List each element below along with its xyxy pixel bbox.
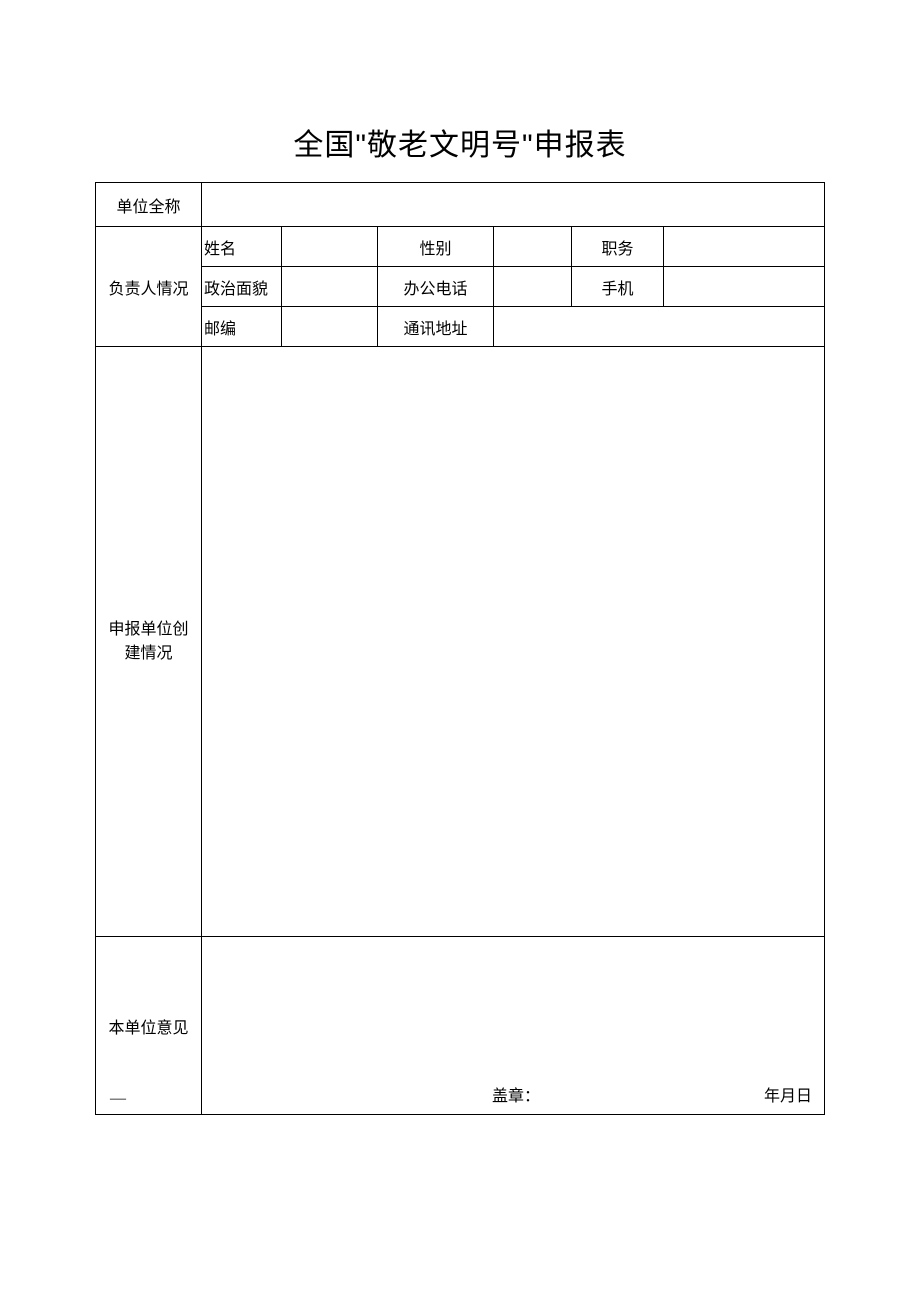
value-office-phone [494,267,572,307]
label-mobile: 手机 [572,267,664,307]
label-person-in-charge: 负责人情况 [96,227,202,347]
label-postcode: 邮编 [202,307,282,347]
value-position [664,227,825,267]
value-establishment [202,347,825,937]
label-political: 政治面貌 [202,267,282,307]
form-title: 全国"敬老文明号"申报表 [95,120,825,164]
value-opinion: 盖章： 年月日 [202,937,825,1115]
dash-mark: — [110,1090,126,1108]
label-establishment-line2: 建情况 [124,645,172,662]
label-establishment-line1: 申报单位创 [108,621,188,638]
label-position: 职务 [572,227,664,267]
value-political [282,267,378,307]
value-address [494,307,825,347]
date-label: 年月日 [764,1082,812,1106]
value-mobile [664,267,825,307]
label-opinion: 本单位意见 — [96,937,202,1115]
label-office-phone: 办公电话 [378,267,494,307]
value-unit-name [202,183,825,227]
label-gender: 性别 [378,227,494,267]
label-name: 姓名 [202,227,282,267]
label-unit-name: 单位全称 [96,183,202,227]
value-name [282,227,378,267]
label-establishment: 申报单位创 建情况 [96,347,202,937]
value-gender [494,227,572,267]
value-postcode [282,307,378,347]
label-address: 通讯地址 [378,307,494,347]
label-opinion-text: 本单位意见 [108,1020,188,1037]
seal-label: 盖章： [492,1082,540,1106]
application-form-table: 单位全称 负责人情况 姓名 性别 职务 政治面貌 办公电话 手机 邮编 通讯地址… [95,182,825,1115]
